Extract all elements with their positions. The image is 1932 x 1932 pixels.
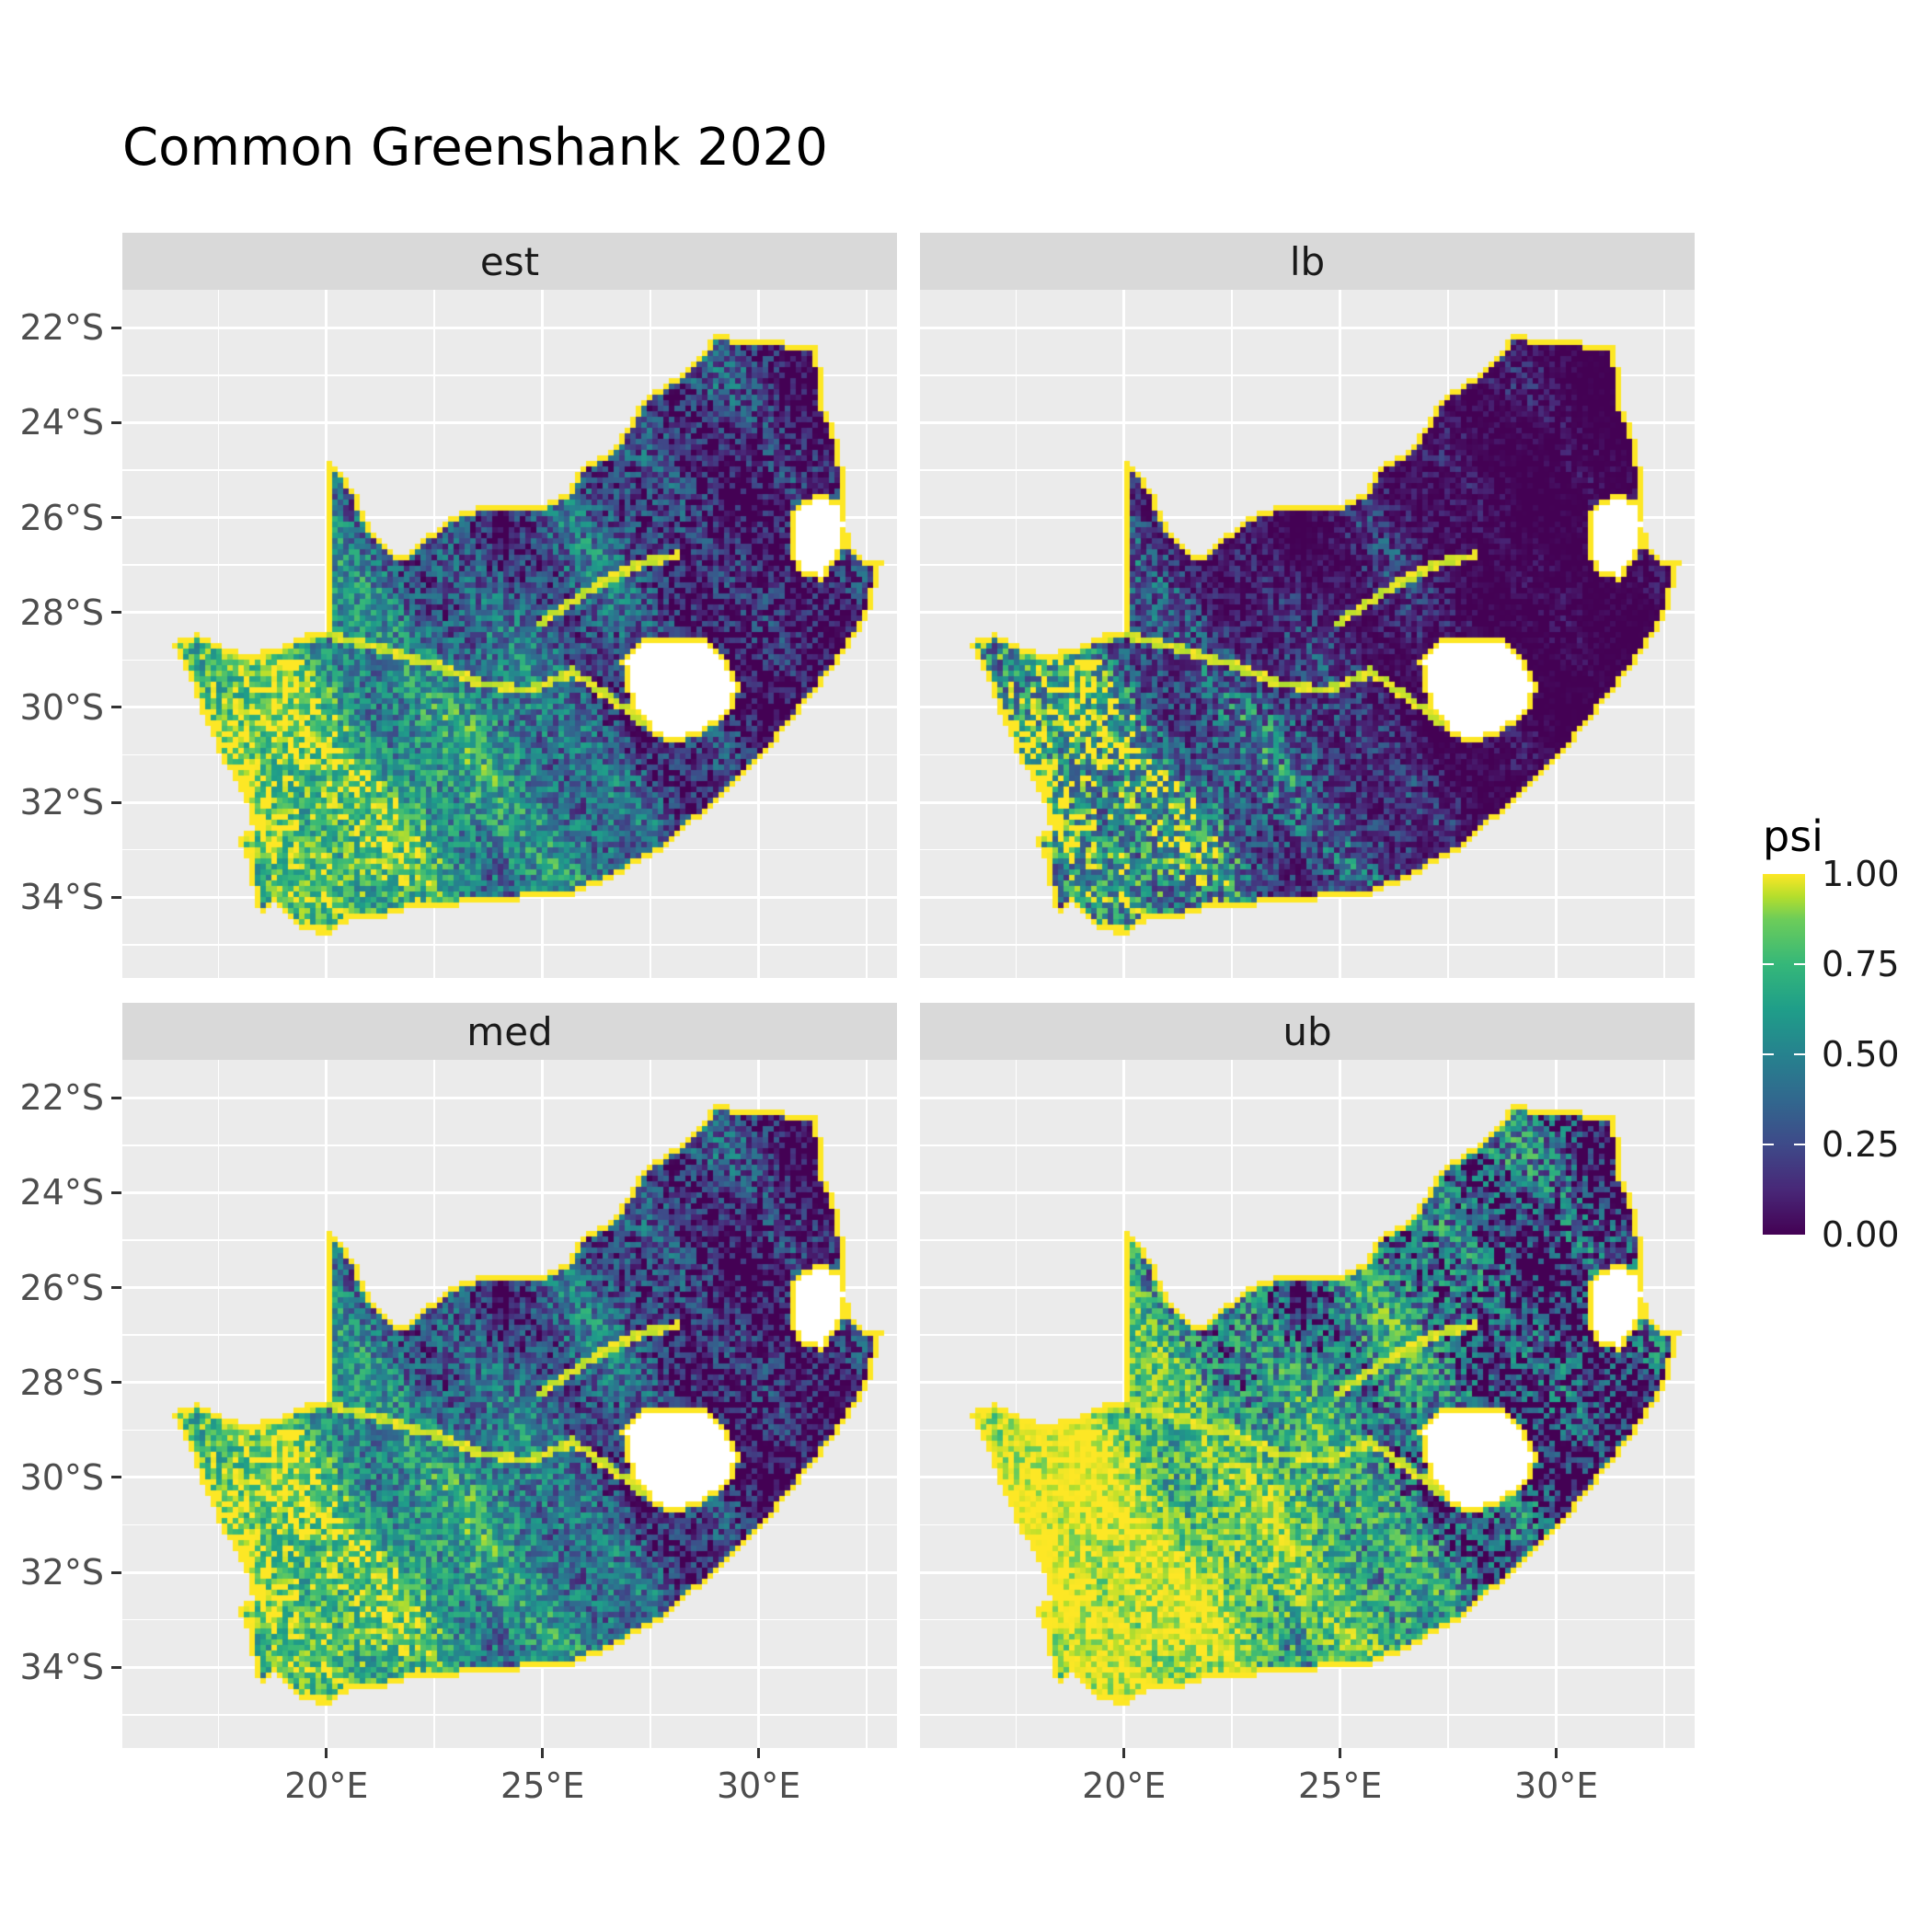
facet-strip-label: ub [1282, 1008, 1332, 1054]
y-axis-label: 22°S [19, 307, 104, 349]
x-axis-tick [1122, 1748, 1126, 1758]
x-axis-label: 20°E [284, 1765, 369, 1806]
y-axis-tick [111, 895, 121, 899]
y-axis-label: 34°S [19, 877, 104, 918]
x-axis-tick [325, 1748, 328, 1758]
legend-tick-label: 1.00 [1822, 854, 1900, 894]
x-axis-tick [757, 1748, 761, 1758]
x-axis-tick [1339, 1748, 1342, 1758]
legend-title: psi [1763, 811, 1823, 861]
legend-tick-label: 0.75 [1822, 944, 1900, 984]
x-axis-label: 30°E [716, 1765, 801, 1806]
map-raster-est [122, 290, 897, 978]
facet-strip: est [122, 233, 897, 290]
y-axis-tick [111, 420, 121, 424]
y-axis-label: 30°S [19, 686, 104, 728]
y-axis-tick [111, 1476, 121, 1479]
facet-est: est [122, 233, 897, 978]
x-axis-tick [541, 1748, 545, 1758]
facet-strip: lb [920, 233, 1695, 290]
y-axis-tick [111, 611, 121, 615]
y-axis-tick [111, 1190, 121, 1194]
legend-tick-label: 0.25 [1822, 1124, 1900, 1165]
facet-med: med [122, 1003, 897, 1748]
facet-strip-label: est [479, 238, 540, 284]
y-axis-label: 24°S [19, 402, 104, 443]
map-panel [122, 1060, 897, 1748]
x-axis-label: 20°E [1082, 1765, 1167, 1806]
map-panel [920, 290, 1695, 978]
y-axis-label: 24°S [19, 1172, 104, 1213]
legend-tick-label: 0.50 [1822, 1034, 1900, 1075]
legend-tick-mark [1763, 1144, 1774, 1145]
y-axis-tick [111, 1096, 121, 1099]
legend-tick-mark [1794, 1053, 1805, 1055]
map-raster-med [122, 1060, 897, 1748]
x-axis-label: 30°E [1513, 1765, 1599, 1806]
legend-tick-mark [1763, 1053, 1774, 1055]
y-axis-label: 34°S [19, 1647, 104, 1688]
plot-title: Common Greenshank 2020 [122, 118, 828, 178]
y-axis-tick [111, 1665, 121, 1669]
legend-tick-mark [1794, 1144, 1805, 1145]
y-axis-tick [111, 1381, 121, 1385]
y-axis-tick [111, 1286, 121, 1290]
legend-tick-mark [1763, 963, 1774, 965]
facet-strip-label: lb [1289, 238, 1326, 284]
y-axis-tick [111, 516, 121, 520]
facet-strip: med [122, 1003, 897, 1060]
facet-lb: lb [920, 233, 1695, 978]
map-raster-ub [920, 1060, 1695, 1748]
map-panel [920, 1060, 1695, 1748]
map-panel [122, 290, 897, 978]
y-axis-tick [111, 800, 121, 804]
y-axis-label: 22°S [19, 1077, 104, 1119]
facet-strip-label: med [466, 1008, 553, 1054]
y-axis-label: 26°S [19, 1267, 104, 1308]
y-axis-tick [111, 706, 121, 709]
legend-tick-label: 0.00 [1822, 1214, 1900, 1255]
y-axis-label: 28°S [19, 1362, 104, 1403]
y-axis-label: 26°S [19, 497, 104, 538]
x-axis-label: 25°E [1298, 1765, 1383, 1806]
legend-tick-mark [1794, 963, 1805, 965]
y-axis-tick [111, 1570, 121, 1574]
y-axis-tick [111, 326, 121, 329]
y-axis-label: 30°S [19, 1456, 104, 1498]
y-axis-label: 28°S [19, 592, 104, 633]
x-axis-label: 25°E [500, 1765, 585, 1806]
map-raster-lb [920, 290, 1695, 978]
facet-strip: ub [920, 1003, 1695, 1060]
y-axis-label: 32°S [19, 782, 104, 823]
y-axis-label: 32°S [19, 1552, 104, 1593]
facet-ub: ub [920, 1003, 1695, 1748]
x-axis-tick [1555, 1748, 1558, 1758]
